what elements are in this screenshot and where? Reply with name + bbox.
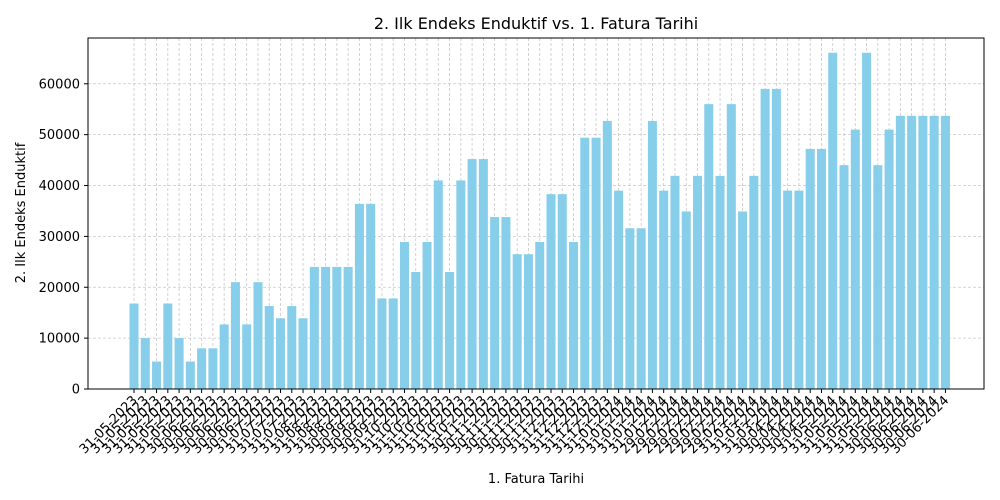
bar [535, 241, 545, 389]
bar [129, 303, 139, 389]
bar [197, 348, 207, 389]
bar [918, 115, 928, 389]
x-tick-labels: 31-05-202331-05-202331-05-202331-05-2023… [77, 393, 952, 457]
bar [636, 228, 646, 389]
y-tick-label: 40000 [39, 179, 80, 194]
bar [659, 190, 669, 389]
bar [929, 115, 939, 389]
bar [884, 129, 894, 389]
axes [84, 37, 985, 393]
bar [276, 318, 286, 389]
bar [738, 211, 748, 389]
bar [219, 324, 229, 389]
bar [321, 266, 331, 389]
bar [873, 165, 883, 389]
y-tick-label: 30000 [39, 230, 80, 245]
bar [242, 324, 252, 389]
y-tick-labels: 0 10000 20000 30000 40000 50000 60000 [39, 77, 80, 397]
bar [895, 115, 905, 389]
bar [388, 298, 398, 389]
bar [287, 306, 297, 389]
bar [467, 159, 477, 389]
y-tick-label: 60000 [39, 77, 80, 92]
bar [614, 190, 624, 389]
bar [907, 115, 917, 389]
bar [783, 190, 793, 389]
bar [625, 228, 635, 389]
bar [580, 137, 590, 389]
bar [298, 318, 308, 389]
bar [557, 194, 567, 389]
bar [602, 120, 612, 389]
bar [591, 137, 601, 389]
bar [850, 129, 860, 389]
bar [749, 175, 759, 389]
bar [839, 165, 849, 389]
x-axis-title: 1. Fatura Tarihi [488, 472, 584, 487]
bar [681, 211, 691, 389]
y-tick-label: 50000 [39, 128, 80, 143]
plot-frame [87, 37, 985, 390]
bar [862, 52, 872, 390]
bar [433, 180, 443, 389]
bars [129, 52, 950, 390]
bar [715, 175, 725, 389]
bar [163, 303, 173, 389]
bar [366, 203, 376, 389]
bar [670, 175, 680, 389]
bar [140, 338, 150, 389]
bar [185, 361, 195, 389]
y-tick-label: 20000 [39, 281, 80, 296]
bar [523, 254, 533, 389]
bar [309, 266, 319, 389]
bar [478, 159, 488, 389]
bar [174, 338, 184, 389]
y-axis-title: 2. Ilk Endeks Enduktif [14, 142, 29, 283]
bar [704, 104, 714, 389]
bar [794, 190, 804, 389]
bar [816, 148, 826, 389]
bar [332, 266, 342, 389]
bar [354, 203, 364, 389]
bar [940, 115, 950, 389]
y-tick-label: 10000 [39, 332, 80, 347]
bar [490, 217, 500, 389]
bar [512, 254, 522, 389]
bar [501, 217, 511, 389]
bar [208, 348, 218, 389]
bar [456, 180, 466, 389]
bar [692, 175, 703, 389]
bar [647, 120, 657, 389]
bar [411, 272, 421, 389]
bar [264, 306, 274, 389]
bar [343, 266, 353, 389]
bar [760, 88, 770, 389]
bar [152, 361, 162, 389]
bar [445, 272, 455, 389]
bar [399, 241, 409, 389]
bar [253, 282, 263, 389]
bar [422, 241, 432, 389]
bar [771, 88, 781, 389]
bar [377, 298, 387, 389]
y-tick-label: 0 [72, 383, 80, 398]
bar [805, 148, 815, 389]
chart-title: 2. Ilk Endeks Enduktif vs. 1. Fatura Tar… [374, 14, 698, 33]
bar [546, 194, 556, 389]
bar [569, 241, 579, 389]
bar [230, 282, 240, 389]
bar [726, 104, 736, 389]
bar [828, 52, 838, 390]
